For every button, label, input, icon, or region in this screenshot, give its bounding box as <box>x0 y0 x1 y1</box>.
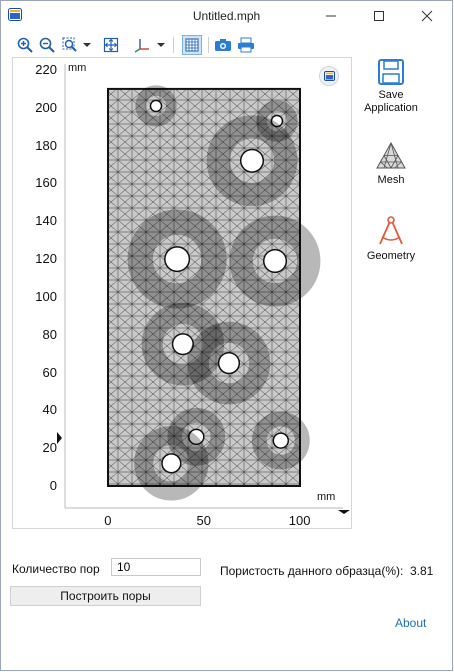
y-tick-label: 20 <box>42 440 57 456</box>
pore-mesh-refinement <box>167 407 226 466</box>
grid-toggle-button[interactable] <box>182 35 202 55</box>
x-tick-label: 0 <box>104 513 112 528</box>
y-tick-label: 100 <box>35 288 57 304</box>
pore-6 <box>173 334 193 354</box>
dropdown-icon <box>83 43 91 47</box>
title-bar: Untitled.mph <box>1 1 452 31</box>
geometry-label: Geometry <box>366 250 416 262</box>
pore-5 <box>264 250 286 272</box>
x-tick-label: 50 <box>196 513 211 528</box>
y-tick-label: 160 <box>35 175 57 191</box>
x-unit-label: mm <box>317 491 336 503</box>
geometry-compass-icon <box>379 216 403 245</box>
zoom-out-button[interactable] <box>37 35 57 55</box>
mesh-icon <box>376 141 406 169</box>
app-icon <box>8 8 22 21</box>
pore-mesh-refinement <box>256 100 298 142</box>
pore-mesh-refinement <box>187 321 271 405</box>
print-icon <box>238 37 254 53</box>
maximize-icon <box>374 11 384 21</box>
geometry-button[interactable]: Geometry <box>360 215 422 263</box>
mesh-label: Mesh <box>377 174 405 186</box>
pore-mesh-refinement <box>127 209 227 309</box>
zoom-extents-icon <box>103 37 119 53</box>
mesh-button[interactable]: Mesh <box>360 141 422 187</box>
y-tick-label: 140 <box>35 213 57 229</box>
zoom-extents-button[interactable] <box>101 35 121 55</box>
build-pores-button[interactable]: Построить поры <box>10 586 201 606</box>
pore-9 <box>274 433 288 448</box>
porosity-label: Пористость данного образца(%): <box>220 564 404 578</box>
maximize-button[interactable] <box>359 1 399 31</box>
y-tick-label: 120 <box>35 251 57 267</box>
zoom-in-button[interactable] <box>15 35 35 55</box>
zoom-box-button[interactable] <box>60 35 80 55</box>
pore-8 <box>189 430 204 444</box>
pore-2 <box>272 116 282 126</box>
zoom-out-icon <box>39 37 55 53</box>
axis-dropdown[interactable] <box>155 35 167 55</box>
minimize-button[interactable] <box>311 1 351 31</box>
y-tick-label: 60 <box>42 364 57 380</box>
pore-mesh-refinement <box>229 215 321 307</box>
graphics-window[interactable]: mm mm 220 200 180 160 140 120 100 80 60 40 20 0 0 50… <box>12 57 352 529</box>
screenshot-button[interactable] <box>213 35 233 55</box>
graphics-toolbar <box>11 34 352 56</box>
y-tick-label: 180 <box>35 137 57 153</box>
close-button[interactable] <box>407 1 447 31</box>
save-application-button[interactable]: Save Application <box>360 58 422 115</box>
zoom-in-icon <box>17 37 33 53</box>
y-tick-label: 200 <box>35 99 57 115</box>
pore-mesh-refinement <box>251 411 310 470</box>
x-axis-end-marker <box>338 510 350 514</box>
pore-mesh-refinement <box>135 85 177 127</box>
y-tick-label: 80 <box>42 326 57 342</box>
print-button[interactable] <box>236 35 256 55</box>
pore-10 <box>162 454 180 472</box>
camera-icon <box>215 39 231 51</box>
pore-mesh-refinement <box>206 115 298 207</box>
save-label-line1: Save <box>378 89 404 101</box>
axis-orientation-icon <box>134 39 149 53</box>
toolbar-separator <box>208 37 209 53</box>
window-title: Untitled.mph <box>192 9 261 23</box>
dropdown-icon <box>157 43 165 47</box>
pore-group <box>127 85 321 501</box>
mesh-plot <box>57 64 350 514</box>
about-link[interactable]: About <box>395 616 427 630</box>
pore-3 <box>241 150 263 172</box>
close-icon <box>421 10 433 22</box>
zoom-dropdown[interactable] <box>81 35 93 55</box>
zoom-box-icon <box>62 37 77 52</box>
grid-toggle-icon <box>185 38 199 52</box>
save-icon <box>378 59 404 85</box>
y-tick-label: 0 <box>49 478 57 493</box>
save-label-line2: Application <box>364 102 418 114</box>
y-axis-end-marker <box>57 432 62 444</box>
comsol-logo-icon <box>323 71 335 81</box>
pore-7 <box>219 353 239 373</box>
porosity-value: 3.81 <box>410 564 434 578</box>
y-tick-label: 40 <box>42 402 57 418</box>
pore-count-input[interactable] <box>111 558 201 576</box>
y-unit-label: mm <box>68 62 87 74</box>
pore-count-label: Количество пор <box>12 562 100 576</box>
minimize-icon <box>326 15 336 17</box>
pore-mesh-refinement <box>134 426 209 501</box>
y-tick-label: 220 <box>35 62 57 77</box>
pore-4 <box>165 247 189 271</box>
x-tick-label: 100 <box>288 513 311 528</box>
axis-orientation-button[interactable] <box>132 35 152 55</box>
toolbar-separator <box>173 37 174 53</box>
mesh-specimen <box>107 87 301 488</box>
pore-mesh-refinement <box>141 302 225 386</box>
pore-1 <box>151 101 161 111</box>
comsol-logo <box>319 66 339 86</box>
